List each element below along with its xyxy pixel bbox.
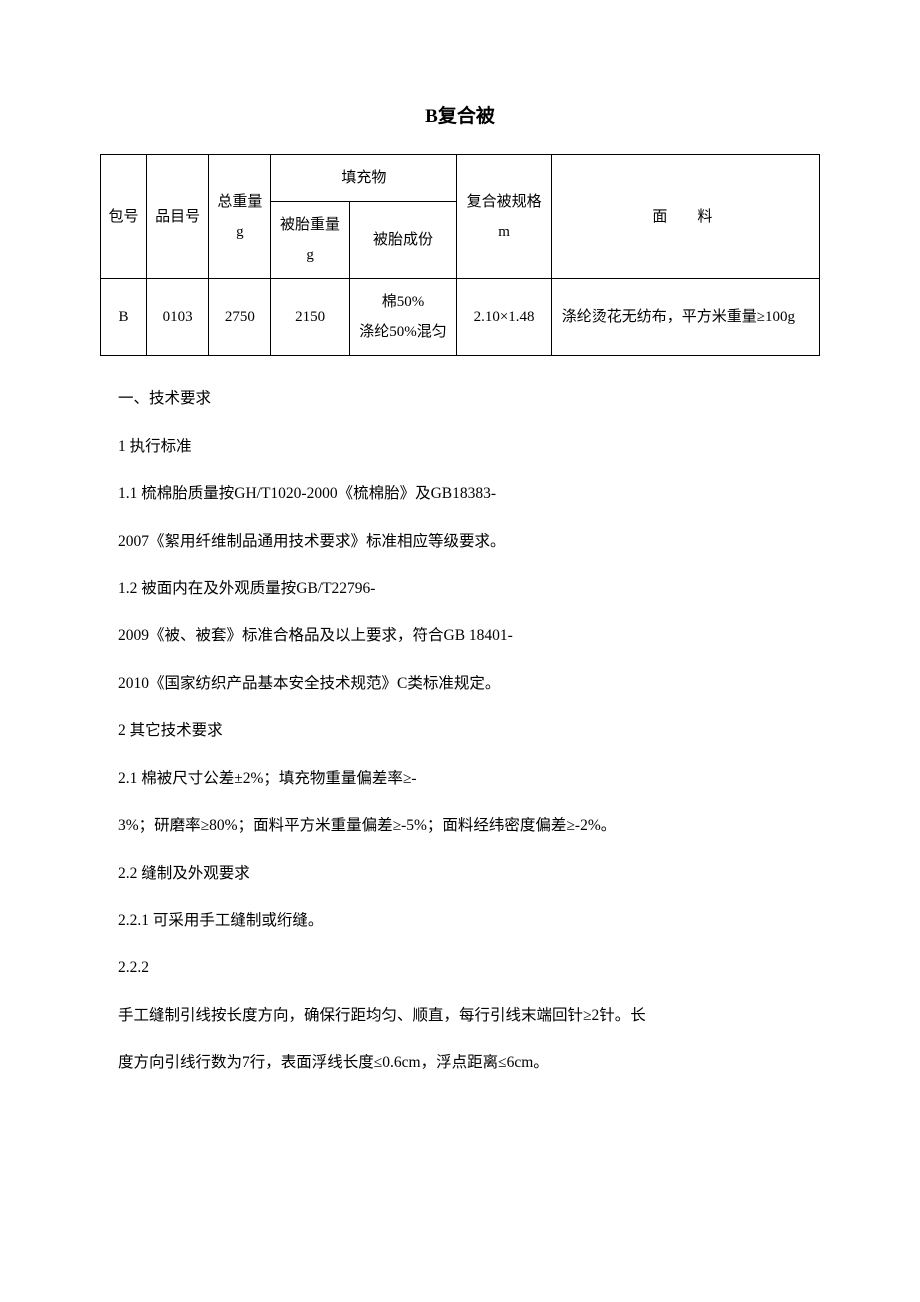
- paragraph: 手工缝制引线按长度方向，确保行距均匀、顺直，每行引线末端回针≥2针。长: [118, 1001, 820, 1030]
- paragraph: 2009《被、被套》标准合格品及以上要求，符合GB 18401-: [118, 621, 820, 650]
- col-core-weight: 被胎重量g: [271, 202, 349, 279]
- paragraph: 1.2 被面内在及外观质量按GB/T22796-: [118, 574, 820, 603]
- cell-package-no: B: [101, 279, 147, 356]
- paragraph: 2.2.1 可采用手工缝制或绗缝。: [118, 906, 820, 935]
- document-title: B复合被: [100, 100, 820, 134]
- paragraph: 2.2 缝制及外观要求: [118, 859, 820, 888]
- cell-item-no: 0103: [147, 279, 209, 356]
- spec-table: 包号 品目号 总重量g 填充物 复合被规格m 面料 被胎重量g 被胎成份 B 0…: [100, 154, 820, 356]
- section-heading: 一、技术要求: [118, 384, 820, 413]
- col-spec: 复合被规格m: [457, 155, 551, 279]
- document-body: 一、技术要求 1 执行标准 1.1 梳棉胎质量按GH/T1020-2000《梳棉…: [100, 384, 820, 1078]
- table-row: B 0103 2750 2150 棉50%涤纶50%混匀 2.10×1.48 涤…: [101, 279, 820, 356]
- paragraph: 3%；研磨率≥80%；面料平方米重量偏差≥-5%；面料经纬密度偏差≥-2%。: [118, 811, 820, 840]
- cell-core-weight: 2150: [271, 279, 349, 356]
- paragraph: 2007《絮用纤维制品通用技术要求》标准相应等级要求。: [118, 527, 820, 556]
- paragraph: 2 其它技术要求: [118, 716, 820, 745]
- cell-spec: 2.10×1.48: [457, 279, 551, 356]
- cell-total-weight: 2750: [209, 279, 271, 356]
- col-total-weight: 总重量g: [209, 155, 271, 279]
- col-package-no: 包号: [101, 155, 147, 279]
- paragraph: 2.2.2: [118, 953, 820, 982]
- cell-material: 涤纶烫花无纺布，平方米重量≥100g: [551, 279, 819, 356]
- paragraph: 1.1 梳棉胎质量按GH/T1020-2000《梳棉胎》及GB18383-: [118, 479, 820, 508]
- paragraph: 2010《国家纺织产品基本安全技术规范》C类标准规定。: [118, 669, 820, 698]
- col-filling: 填充物: [271, 155, 457, 202]
- cell-core-composition: 棉50%涤纶50%混匀: [349, 279, 457, 356]
- col-item-no: 品目号: [147, 155, 209, 279]
- paragraph: 2.1 棉被尺寸公差±2%；填充物重量偏差率≥-: [118, 764, 820, 793]
- paragraph: 度方向引线行数为7行，表面浮线长度≤0.6cm，浮点距离≤6cm。: [118, 1048, 820, 1077]
- col-core-composition: 被胎成份: [349, 202, 457, 279]
- paragraph: 1 执行标准: [118, 432, 820, 461]
- col-material: 面料: [551, 155, 819, 279]
